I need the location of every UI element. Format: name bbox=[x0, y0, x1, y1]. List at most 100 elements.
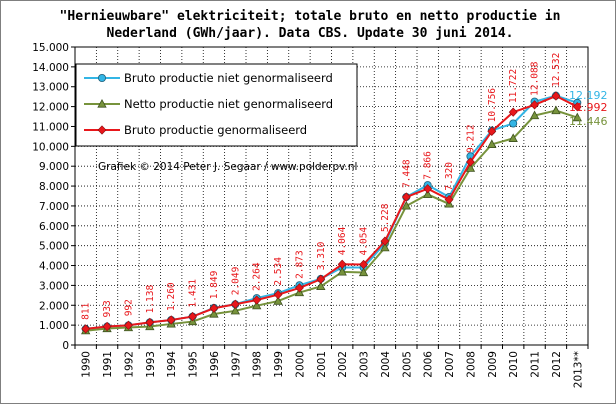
legend-item: Bruto productie niet genormaliseerd bbox=[84, 71, 333, 85]
data-point bbox=[444, 194, 454, 205]
data-point bbox=[337, 259, 347, 269]
data-label: 1.431 bbox=[188, 279, 199, 308]
data-label: 1.138 bbox=[145, 285, 156, 314]
data-point bbox=[252, 295, 262, 305]
chart-title-line-1: "Hernieuwbare" elektriciteit; totale bru… bbox=[59, 9, 561, 24]
data-point bbox=[209, 303, 219, 313]
x-tick-label: 1990 bbox=[81, 351, 93, 378]
y-tick-label: 7.000 bbox=[39, 201, 69, 213]
data-point bbox=[509, 119, 518, 128]
y-tick-label: 0 bbox=[62, 340, 69, 352]
data-label: 811 bbox=[81, 302, 92, 319]
x-tick-label: 1991 bbox=[102, 351, 114, 378]
x-tick-label: 1992 bbox=[123, 351, 135, 378]
data-point bbox=[359, 259, 368, 270]
x-tick-label: 1993 bbox=[145, 351, 157, 378]
data-labels: 811 933 992 1.138 1.260 1.431 1.849 2.049 2.264 2… bbox=[81, 53, 562, 320]
data-label: 992 bbox=[123, 299, 134, 316]
x-tick-label: 1994 bbox=[166, 351, 178, 378]
data-point bbox=[145, 317, 155, 328]
data-point bbox=[295, 283, 304, 293]
data-point bbox=[508, 107, 518, 117]
data-point bbox=[401, 200, 411, 210]
series-group bbox=[81, 91, 582, 335]
data-point bbox=[273, 296, 283, 305]
data-label: 7.866 bbox=[423, 151, 434, 180]
end-label: 11.992 bbox=[569, 101, 608, 114]
data-label: 4.054 bbox=[359, 227, 370, 256]
data-point bbox=[401, 192, 411, 202]
x-tick-label: 2003 bbox=[359, 351, 371, 378]
x-tick-label: 1996 bbox=[209, 351, 221, 378]
data-point bbox=[230, 305, 240, 315]
y-tick-label: 11.000 bbox=[32, 121, 69, 133]
data-label: 2.534 bbox=[273, 257, 284, 286]
data-point bbox=[209, 308, 219, 318]
data-label: 12.088 bbox=[530, 61, 541, 96]
data-point bbox=[188, 311, 197, 322]
data-label: 933 bbox=[102, 300, 113, 317]
legend-label: Bruto productie genormaliseerd bbox=[124, 123, 307, 137]
legend: Bruto productie niet genormaliseerd Netto… bbox=[75, 63, 358, 147]
series-line bbox=[85, 109, 578, 332]
data-point bbox=[273, 290, 283, 300]
data-point bbox=[358, 267, 369, 277]
y-tick-label: 5.000 bbox=[39, 241, 69, 253]
data-point bbox=[230, 299, 240, 309]
data-label: 11.722 bbox=[508, 69, 519, 103]
data-point bbox=[487, 139, 497, 148]
data-label: 3.310 bbox=[316, 241, 327, 270]
y-tick-label: 1.000 bbox=[39, 320, 69, 332]
y-tick-label: 6.000 bbox=[39, 221, 69, 233]
data-point bbox=[551, 105, 561, 115]
legend-item: Bruto productie genormaliseerd bbox=[84, 123, 307, 137]
y-tick-label: 13.000 bbox=[32, 82, 69, 94]
data-point bbox=[316, 274, 326, 284]
credit-text: Grafiek © 2014 Peter J. Segaar / www.pol… bbox=[98, 161, 357, 173]
data-point bbox=[316, 281, 326, 290]
y-tick-label: 15.000 bbox=[32, 42, 69, 54]
data-point bbox=[124, 320, 133, 330]
data-label: 2.873 bbox=[294, 250, 305, 279]
data-label: 10.756 bbox=[487, 88, 498, 123]
x-axis-ticks: 1990 1991 1992 1993 1994 1995 1996 1997 1998 1999… bbox=[74, 345, 589, 388]
legend-marker bbox=[97, 98, 107, 108]
data-label: 7.448 bbox=[401, 159, 412, 188]
data-label: 9.212 bbox=[465, 124, 476, 153]
x-tick-label: 2006 bbox=[423, 351, 435, 378]
data-label: 1.849 bbox=[209, 270, 220, 299]
x-tick-label: 2010 bbox=[508, 351, 520, 378]
x-tick-label: 2004 bbox=[380, 351, 392, 378]
legend-item: Netto productie niet genormaliseerd bbox=[84, 97, 333, 111]
data-point bbox=[166, 315, 176, 325]
y-tick-label: 4.000 bbox=[39, 261, 69, 273]
data-point bbox=[572, 112, 582, 122]
data-point bbox=[465, 163, 476, 172]
x-tick-label: 2000 bbox=[294, 351, 306, 378]
y-tick-label: 3.000 bbox=[39, 280, 69, 292]
data-point bbox=[423, 184, 433, 194]
x-tick-label: 2002 bbox=[337, 351, 349, 378]
legend-box bbox=[75, 63, 358, 147]
data-point bbox=[380, 236, 390, 246]
data-point bbox=[102, 321, 112, 332]
x-tick-label: 2012 bbox=[551, 351, 563, 378]
data-point bbox=[551, 91, 561, 101]
legend-label: Netto productie niet genormaliseerd bbox=[124, 97, 333, 111]
data-point bbox=[572, 102, 582, 112]
data-point bbox=[508, 133, 518, 142]
x-tick-label: 1998 bbox=[252, 351, 264, 378]
data-point bbox=[529, 110, 540, 120]
y-tick-label: 14.000 bbox=[32, 62, 69, 74]
x-tick-label: 1997 bbox=[230, 351, 242, 378]
data-point bbox=[380, 242, 390, 252]
series-2 bbox=[81, 105, 582, 335]
data-label: 5.228 bbox=[380, 203, 391, 232]
data-point bbox=[530, 100, 539, 110]
series-3 bbox=[81, 91, 582, 334]
chart-title-line-2: Nederland (GWh/jaar). Data CBS. Update 3… bbox=[106, 26, 514, 41]
data-point bbox=[423, 189, 433, 199]
x-tick-label: 2007 bbox=[444, 351, 456, 378]
x-tick-label: 2011 bbox=[530, 351, 542, 378]
